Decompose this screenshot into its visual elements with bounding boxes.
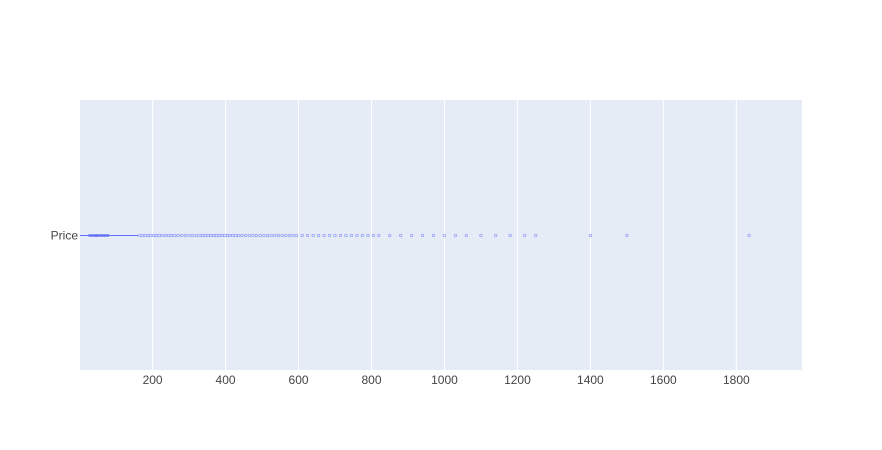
outlier-point-52 <box>311 233 315 238</box>
box-iqr <box>88 234 110 237</box>
outlier-point-80 <box>747 233 751 238</box>
x-tick-label-1000: 1000 <box>431 373 458 387</box>
outlier-point-55 <box>327 233 332 238</box>
outlier-point-19 <box>198 233 202 238</box>
outlier-point-69 <box>431 233 436 238</box>
outlier-point-4 <box>149 233 153 238</box>
x-tick-label-1600: 1600 <box>650 373 677 387</box>
outlier-point-62 <box>366 233 370 238</box>
outlier-point-22 <box>206 233 210 238</box>
outlier-point-68 <box>420 233 425 238</box>
plot-area[interactable] <box>80 100 802 370</box>
x-tick-label-1400: 1400 <box>577 373 604 387</box>
outlier-point-32 <box>234 233 238 238</box>
outlier-point-76 <box>523 233 527 238</box>
outlier-point-10 <box>167 233 171 238</box>
outlier-point-14 <box>180 233 184 238</box>
outlier-point-51 <box>306 233 310 238</box>
outlier-point-37 <box>251 233 255 238</box>
outlier-point-67 <box>410 233 414 238</box>
outlier-point-66 <box>399 233 403 238</box>
outlier-point-44 <box>276 233 281 238</box>
outlier-point-11 <box>169 233 174 238</box>
x-tick-label-1800: 1800 <box>723 373 750 387</box>
x-tick-label-800: 800 <box>361 373 381 387</box>
outlier-point-26 <box>217 233 221 238</box>
x-tick-label-200: 200 <box>143 373 163 387</box>
x-tick-label-1200: 1200 <box>504 373 531 387</box>
outlier-point-74 <box>493 233 498 238</box>
outlier-point-34 <box>240 233 244 238</box>
outlier-point-8 <box>160 233 164 238</box>
outlier-point-77 <box>534 233 538 238</box>
outlier-point-72 <box>464 233 468 238</box>
x-tick-label-600: 600 <box>289 373 309 387</box>
grid-lines <box>152 100 737 370</box>
outlier-point-78 <box>588 233 592 238</box>
outlier-point-75 <box>508 233 512 238</box>
outlier-point-7 <box>157 233 161 238</box>
outlier-point-1 <box>140 233 144 238</box>
outlier-point-70 <box>442 233 447 238</box>
outlier-point-13 <box>176 233 180 238</box>
outlier-point-48 <box>291 233 295 238</box>
outlier-point-63 <box>371 233 375 238</box>
outlier-point-71 <box>453 233 458 238</box>
y-axis-ticks: Price <box>51 229 79 243</box>
outlier-points[interactable] <box>138 233 751 238</box>
outlier-point-60 <box>355 233 359 238</box>
outlier-point-31 <box>231 233 235 238</box>
outlier-point-65 <box>388 233 392 238</box>
outlier-point-6 <box>154 233 158 238</box>
outlier-point-33 <box>237 233 241 238</box>
outlier-point-42 <box>269 233 273 238</box>
outlier-point-23 <box>209 233 213 238</box>
outlier-point-56 <box>333 233 337 238</box>
outlier-point-79 <box>625 233 629 238</box>
outlier-point-2 <box>143 233 147 238</box>
y-tick-label-price: Price <box>51 229 79 243</box>
outlier-point-30 <box>228 233 232 238</box>
outlier-point-39 <box>258 233 262 238</box>
outlier-point-9 <box>163 233 167 238</box>
outlier-point-73 <box>479 233 483 238</box>
box-trace[interactable] <box>80 234 139 237</box>
outlier-point-50 <box>300 233 304 238</box>
outlier-point-36 <box>247 233 251 238</box>
outlier-point-61 <box>360 233 364 238</box>
outlier-point-54 <box>322 233 326 238</box>
outlier-point-57 <box>338 233 343 238</box>
outlier-point-27 <box>220 233 224 238</box>
outlier-point-43 <box>273 233 277 238</box>
outlier-point-16 <box>187 233 191 238</box>
outlier-point-41 <box>265 233 270 238</box>
outlier-point-59 <box>349 233 354 238</box>
x-axis-ticks: 200 400 600 800 1000 1200 1400 1600 1800 <box>143 373 750 387</box>
outlier-point-49 <box>295 233 299 238</box>
outlier-point-45 <box>280 233 284 238</box>
outlier-point-17 <box>191 233 195 238</box>
outlier-point-46 <box>284 233 288 238</box>
outlier-point-38 <box>254 233 259 238</box>
outlier-point-58 <box>344 233 348 238</box>
x-tick-label-400: 400 <box>216 373 236 387</box>
outlier-point-12 <box>173 233 177 238</box>
outlier-point-18 <box>194 233 198 238</box>
outlier-point-15 <box>183 233 188 238</box>
outlier-point-64 <box>377 233 381 238</box>
outlier-point-35 <box>244 233 248 238</box>
outlier-point-47 <box>287 233 292 238</box>
outlier-point-40 <box>262 233 266 238</box>
outlier-point-53 <box>316 233 321 238</box>
